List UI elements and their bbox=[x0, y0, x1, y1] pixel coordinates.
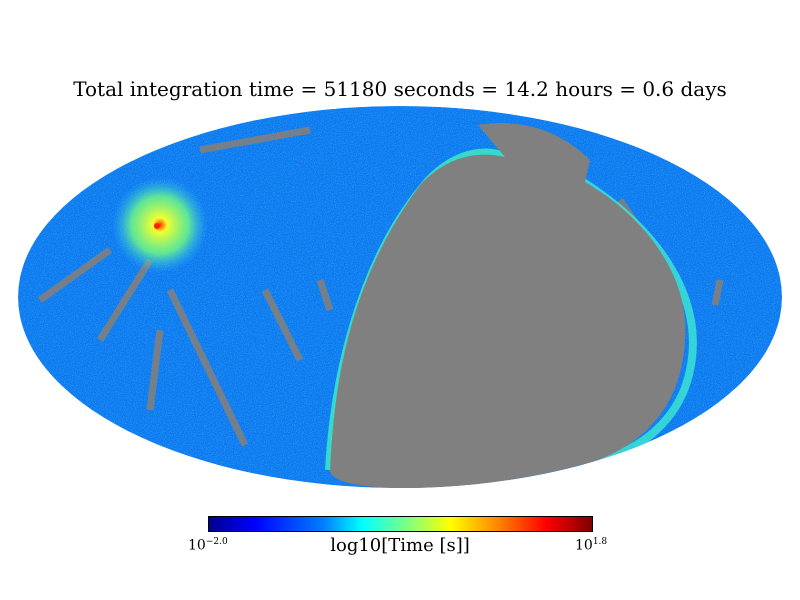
unobserved-region bbox=[330, 123, 686, 488]
hotspot bbox=[112, 177, 208, 273]
colorbar bbox=[208, 516, 593, 532]
hotspot-center bbox=[154, 223, 160, 229]
chart-title: Total integration time = 51180 seconds =… bbox=[73, 77, 727, 101]
colorbar-min-label: 10−2.0 bbox=[188, 537, 228, 554]
colorbar-max-label: 101.8 bbox=[575, 537, 608, 554]
colorbar-label: log10[Time [s]] bbox=[330, 535, 470, 556]
